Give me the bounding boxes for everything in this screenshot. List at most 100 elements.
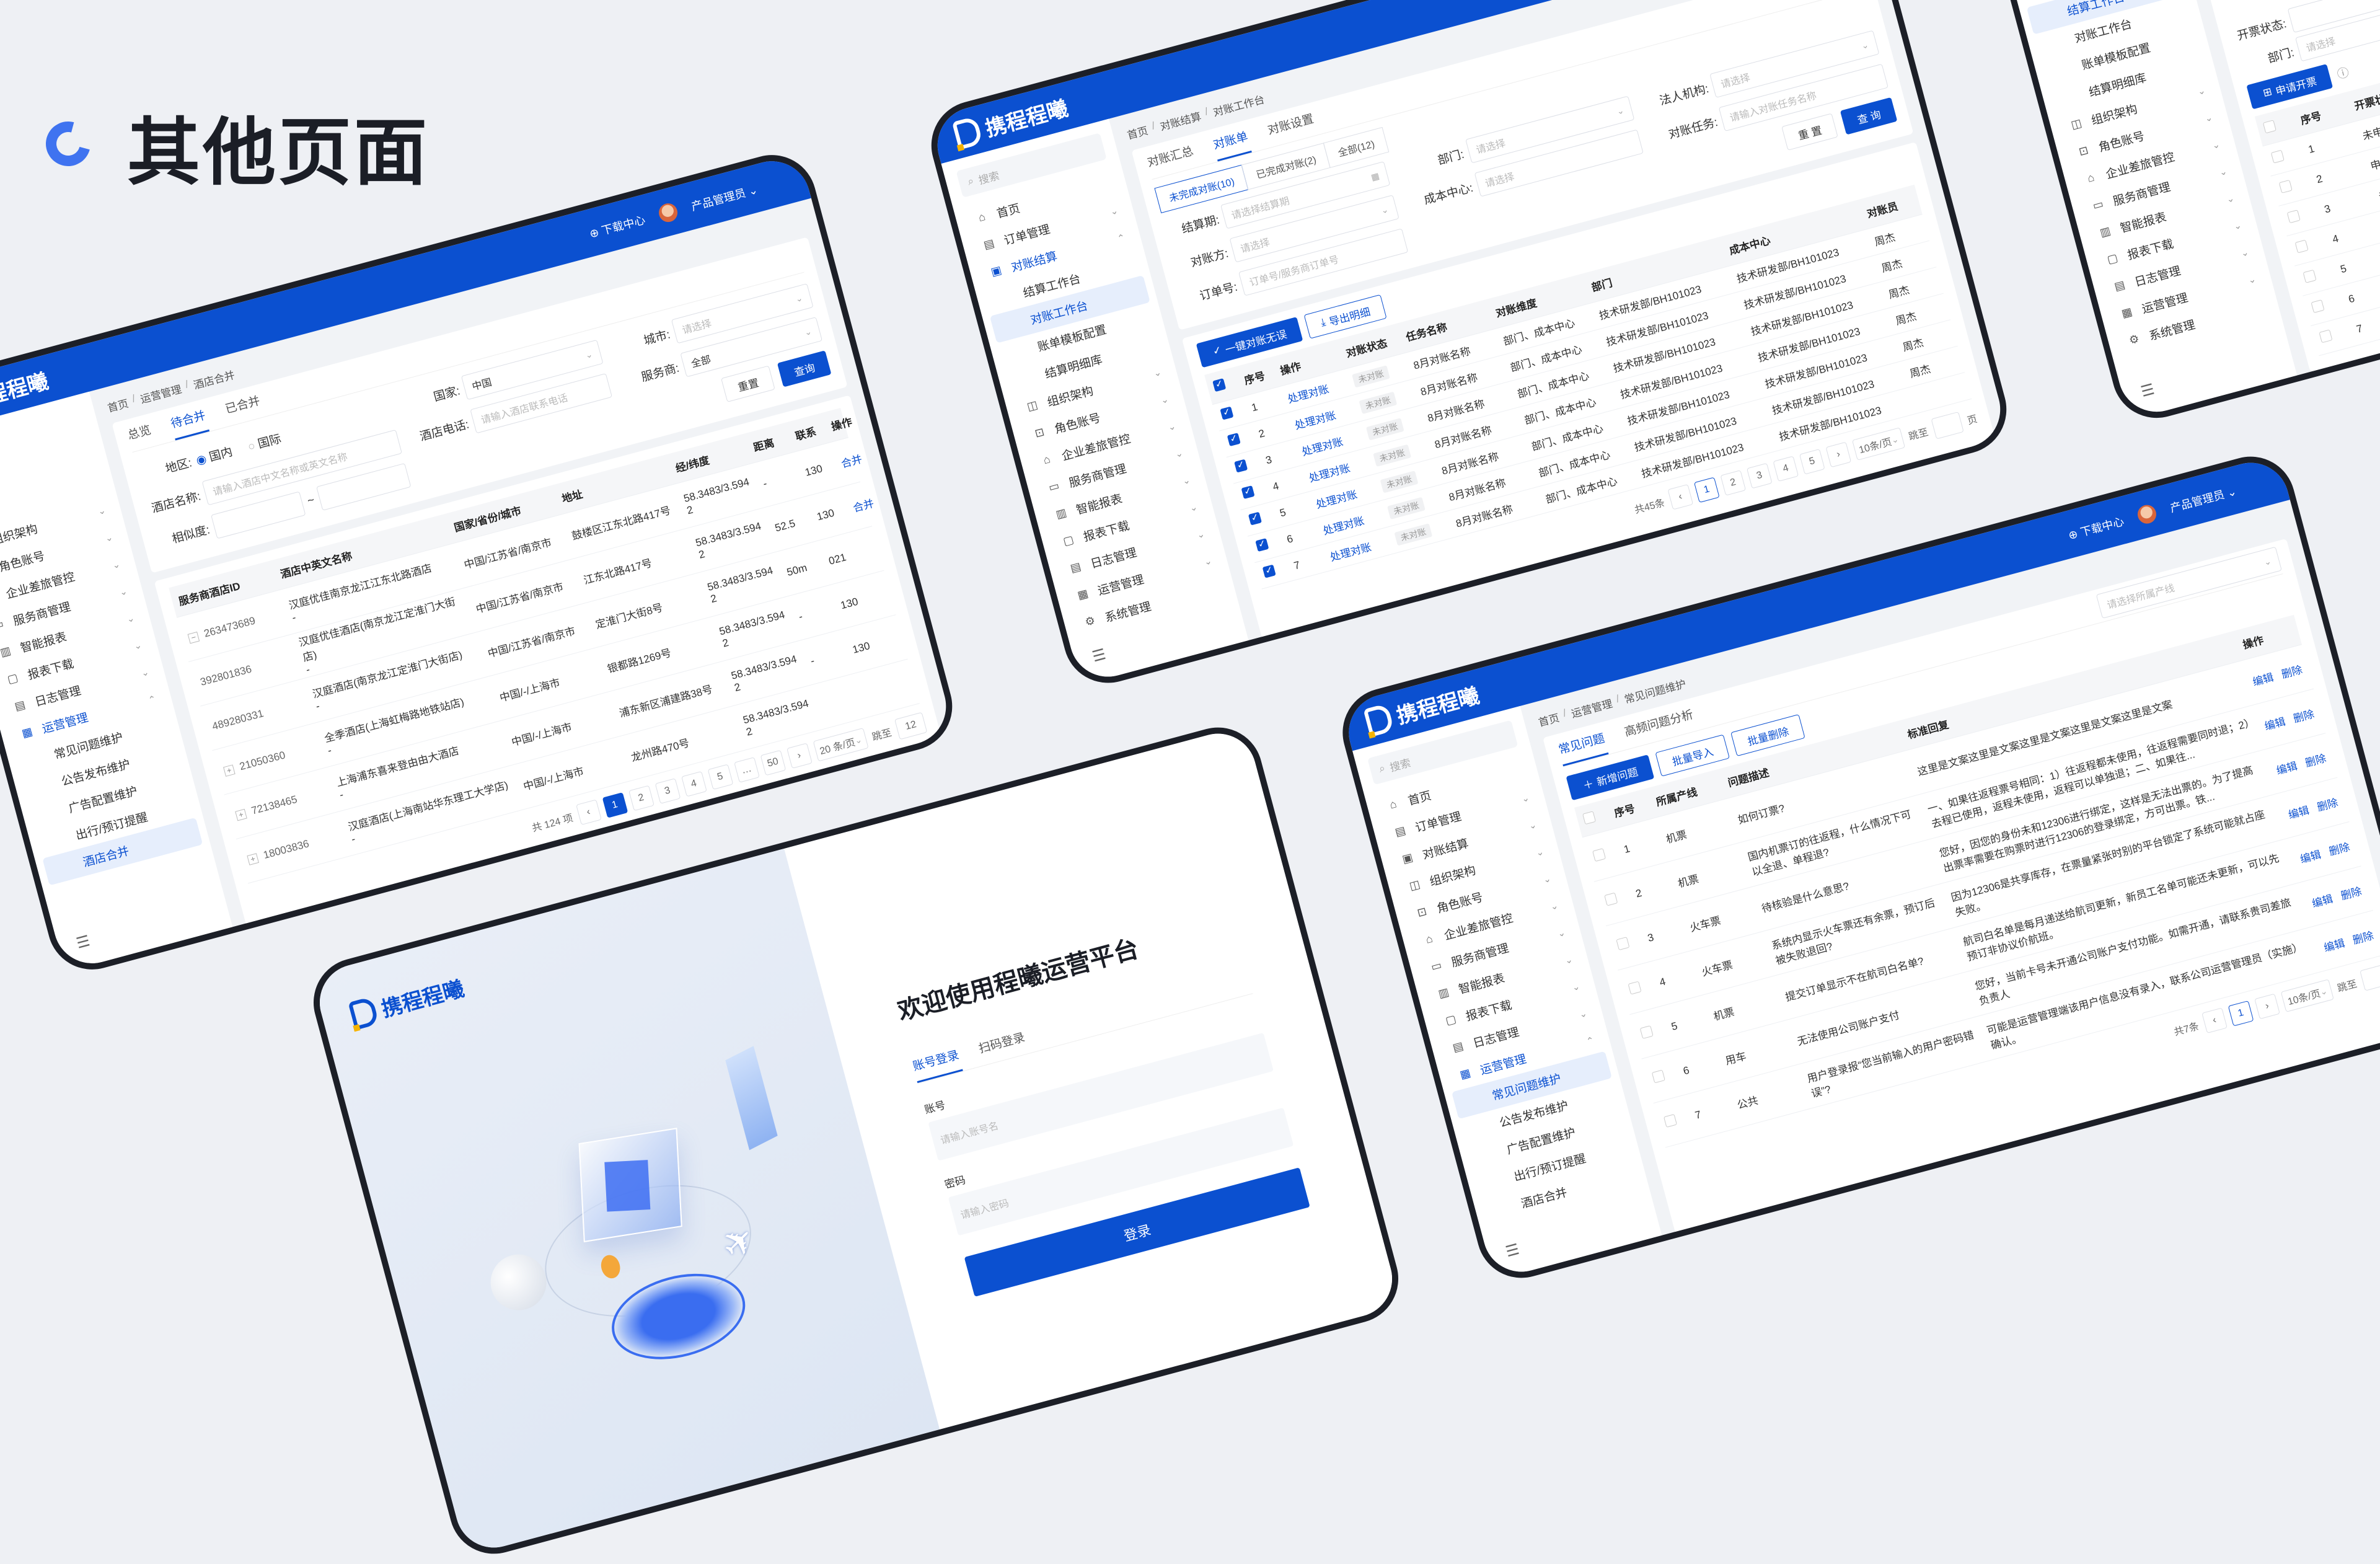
row-action-link[interactable]: 合并	[852, 497, 876, 515]
edit-link[interactable]: 编辑	[2311, 893, 2335, 910]
info-icon[interactable]: ⓘ	[2335, 66, 2351, 82]
row-checkbox[interactable]	[1248, 511, 1262, 526]
prev-page-button[interactable]: ‹	[575, 799, 602, 826]
edit-link[interactable]: 编辑	[2275, 760, 2299, 777]
breadcrumb-item[interactable]: 首页	[106, 397, 130, 415]
page-size-select[interactable]: 10条/页 ⌄	[1851, 427, 1906, 461]
radio-domestic[interactable]: ◉ 国内	[195, 445, 234, 467]
edit-link[interactable]: 编辑	[2263, 715, 2287, 733]
row-checkbox[interactable]	[1663, 1113, 1678, 1128]
row-checkbox[interactable]	[1220, 406, 1234, 420]
row-checkbox[interactable]	[1616, 937, 1630, 951]
next-page-button[interactable]: ›	[1825, 441, 1852, 468]
collapse-menu-icon[interactable]: ☰	[74, 932, 92, 952]
delete-link[interactable]: 删除	[2351, 929, 2375, 947]
next-page-button[interactable]: ›	[2254, 993, 2280, 1020]
row-checkbox[interactable]	[1255, 538, 1269, 552]
breadcrumb-item[interactable]: 首页	[1126, 125, 1150, 142]
expand-icon[interactable]: +	[223, 764, 236, 777]
row-checkbox[interactable]	[1262, 564, 1276, 578]
query-button[interactable]: 查 询	[1840, 97, 1898, 135]
page-button[interactable]: 3	[654, 778, 681, 805]
download-center-link[interactable]: ⊕ 下载中心	[2066, 513, 2126, 543]
user-menu[interactable]: 产品管理员 ⌄	[689, 181, 759, 214]
page-button[interactable]: 50	[760, 749, 786, 776]
edit-link[interactable]: 编辑	[2251, 671, 2275, 689]
row-checkbox[interactable]	[1604, 892, 1618, 906]
delete-link[interactable]: 删除	[2292, 708, 2316, 725]
jump-input[interactable]	[2360, 963, 2380, 991]
delete-link[interactable]: 删除	[2280, 663, 2304, 681]
row-checkbox[interactable]	[1227, 433, 1241, 447]
page-button[interactable]: 1	[1693, 477, 1720, 503]
select-all-checkbox[interactable]	[1582, 811, 1597, 825]
row-checkbox[interactable]	[2294, 239, 2309, 254]
row-checkbox[interactable]	[1628, 981, 1642, 995]
page-button[interactable]: 4	[1773, 456, 1799, 482]
row-checkbox[interactable]	[2303, 269, 2317, 283]
row-action-link[interactable]: 处理对账	[1286, 382, 1331, 405]
delete-link[interactable]: 删除	[2316, 797, 2340, 814]
avatar[interactable]	[2135, 503, 2159, 526]
collapse-menu-icon[interactable]: ☰	[1090, 645, 1108, 666]
row-checkbox[interactable]	[1639, 1025, 1654, 1040]
select-all-checkbox[interactable]	[1212, 378, 1227, 392]
breadcrumb-item[interactable]: 对账结算	[1158, 110, 1203, 133]
breadcrumb-item[interactable]: 运营管理	[139, 383, 183, 406]
row-action-link[interactable]: 处理对账	[1328, 541, 1373, 563]
delete-link[interactable]: 删除	[2339, 885, 2363, 903]
page-button[interactable]: 4	[681, 771, 707, 797]
row-action-link[interactable]: 合并	[840, 453, 863, 471]
page-button[interactable]: 5	[1799, 448, 1825, 475]
reset-button[interactable]: 重置	[721, 365, 775, 402]
row-action-link[interactable]: 处理对账	[1321, 515, 1366, 537]
delete-link[interactable]: 删除	[2304, 752, 2328, 769]
page-button[interactable]: 1	[602, 792, 628, 818]
collapse-menu-icon[interactable]: ☰	[1504, 1240, 1522, 1261]
row-checkbox[interactable]	[1651, 1069, 1665, 1084]
row-checkbox[interactable]	[2278, 179, 2293, 193]
select-all-checkbox[interactable]	[2262, 120, 2276, 134]
expand-icon[interactable]: +	[247, 852, 259, 865]
avatar[interactable]	[656, 201, 680, 224]
page-button[interactable]: 2	[628, 785, 654, 811]
breadcrumb-item[interactable]: 运营管理	[1570, 697, 1614, 720]
page-button[interactable]: 3	[1746, 462, 1773, 489]
breadcrumb-item[interactable]: 首页	[1537, 712, 1561, 729]
page-size-select[interactable]: 20 条/页 ⌄	[813, 728, 869, 762]
tab-2[interactable]: 高频问题分析	[1623, 708, 1695, 740]
row-checkbox[interactable]	[2319, 329, 2333, 343]
row-action-link[interactable]: 处理对账	[1300, 435, 1345, 458]
row-checkbox[interactable]	[1592, 848, 1606, 862]
tab-1[interactable]: 账号登录	[910, 1045, 963, 1084]
delete-link[interactable]: 删除	[2327, 841, 2351, 858]
tab-2[interactable]: 对账单	[1210, 127, 1252, 162]
row-action-link[interactable]: 处理对账	[1315, 488, 1359, 511]
next-page-button[interactable]: ›	[786, 743, 813, 769]
row-checkbox[interactable]	[2311, 299, 2325, 314]
tab-2[interactable]: 扫码登录	[977, 1031, 1026, 1056]
edit-link[interactable]: 编辑	[2322, 937, 2347, 955]
prev-page-button[interactable]: ‹	[2202, 1007, 2228, 1034]
download-center-link[interactable]: ⊕ 下载中心	[588, 211, 647, 242]
query-button[interactable]: 查询	[777, 350, 832, 387]
jump-input[interactable]: 12	[894, 712, 928, 740]
collapse-menu-icon[interactable]: ☰	[2139, 381, 2157, 401]
page-button[interactable]: 1	[2228, 1001, 2254, 1027]
reset-button[interactable]: 重 置	[1781, 113, 1838, 151]
page-button[interactable]: 2	[1720, 470, 1747, 496]
page-size-select[interactable]: 10条/页 ⌄	[2280, 979, 2334, 1012]
jump-input[interactable]	[1931, 411, 1964, 440]
tab-1[interactable]: 常见问题	[1556, 729, 1609, 767]
collapse-icon[interactable]: −	[187, 631, 200, 644]
expand-icon[interactable]: +	[235, 808, 247, 821]
row-checkbox[interactable]	[1241, 485, 1255, 500]
tab-3[interactable]: 对账设置	[1266, 112, 1316, 138]
edit-link[interactable]: 编辑	[2287, 804, 2311, 821]
row-action-link[interactable]: 处理对账	[1307, 462, 1352, 485]
row-action-link[interactable]: 处理对账	[1294, 409, 1338, 432]
tab-1[interactable]: 对账汇总	[1145, 144, 1195, 170]
radio-international[interactable]: ○ 国际	[246, 432, 283, 454]
row-checkbox[interactable]	[2270, 149, 2285, 164]
row-checkbox[interactable]	[2286, 210, 2301, 224]
